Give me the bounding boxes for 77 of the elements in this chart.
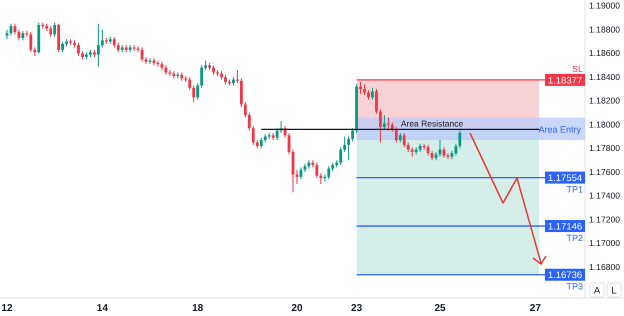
scale-button: A — [590, 282, 604, 298]
x-tick-label: 14 — [96, 303, 108, 314]
y-tick-label: 1.18800 — [589, 24, 620, 34]
candlestick — [224, 74, 227, 85]
y-tick-label: 1.17200 — [589, 214, 620, 224]
candlestick — [77, 42, 80, 56]
candlestick — [319, 172, 322, 185]
candlestick — [252, 125, 255, 146]
y-tick-label: 1.16800 — [589, 262, 620, 272]
candlestick — [458, 130, 462, 149]
candlestick — [10, 23, 12, 36]
x-tick-label: 12 — [1, 303, 13, 314]
candlestick — [49, 26, 52, 38]
candlestick — [14, 23, 16, 35]
y-tick-label: 1.17400 — [589, 190, 620, 201]
candlestick — [347, 136, 350, 161]
candlestick — [140, 46, 144, 62]
x-tick-label: 23 — [351, 303, 363, 314]
candlestick — [196, 82, 200, 100]
candlestick — [292, 149, 294, 193]
y-tick-label: 1.18600 — [589, 48, 620, 58]
series-label: TP1 — [566, 184, 583, 195]
candlestick — [363, 84, 366, 96]
x-tick-label: 20 — [291, 303, 303, 314]
candlestick — [200, 64, 204, 88]
x-tick-label: 18 — [192, 303, 204, 314]
candlestick — [284, 125, 286, 138]
candlestick — [288, 132, 290, 155]
candlestick — [382, 114, 386, 130]
candlestick — [29, 32, 32, 53]
candlestick — [379, 108, 382, 143]
candlestick — [188, 76, 192, 91]
candlestick — [61, 41, 64, 53]
candlestick — [296, 169, 298, 185]
candlestick — [240, 78, 243, 108]
series-label: TP2 — [566, 233, 583, 244]
candlestick — [212, 64, 215, 76]
y-tick-label: 1.18200 — [589, 96, 620, 106]
candlestick — [402, 132, 406, 148]
y-tick-label: 1.18000 — [589, 119, 620, 130]
candlestick — [375, 88, 378, 114]
candlestick — [112, 36, 116, 48]
y-tick-label: 1.18400 — [589, 72, 620, 82]
candlestick — [454, 143, 458, 156]
candlestick — [96, 23, 100, 67]
candlestick — [327, 166, 330, 180]
candlestick — [442, 146, 446, 158]
candlestick — [367, 90, 370, 100]
candlestick — [116, 42, 120, 53]
candlestick — [430, 150, 434, 161]
candlestick — [53, 22, 56, 38]
candlestick — [236, 70, 239, 84]
x-tick-label: 25 — [434, 303, 446, 314]
series-label: SL — [572, 64, 583, 74]
candlestick — [18, 29, 20, 41]
candlestick — [386, 117, 390, 132]
candlestick — [260, 137, 263, 149]
candlestick — [371, 87, 374, 100]
scale-button: L — [606, 282, 622, 298]
annotation: Area Resistance — [400, 118, 464, 128]
candlestick — [21, 30, 24, 41]
band-label: Area Entry — [538, 124, 582, 134]
candlestick — [438, 140, 442, 158]
y-tick-label: 1.17800 — [589, 143, 620, 154]
candlestick — [410, 146, 414, 158]
candlestick — [426, 144, 430, 156]
y-tick-label: 1.19000 — [589, 0, 620, 11]
candlestick — [192, 84, 196, 103]
y-tick-label: 1.17600 — [589, 166, 620, 177]
series-label: TP3 — [566, 282, 583, 292]
x-tick-label: 27 — [530, 303, 542, 314]
candlestick — [276, 128, 279, 141]
candlestick — [300, 166, 302, 180]
candlestick — [351, 128, 354, 142]
y-tick-label: 1.17000 — [589, 238, 620, 248]
candlestick — [164, 64, 168, 76]
candlestick — [6, 29, 8, 40]
